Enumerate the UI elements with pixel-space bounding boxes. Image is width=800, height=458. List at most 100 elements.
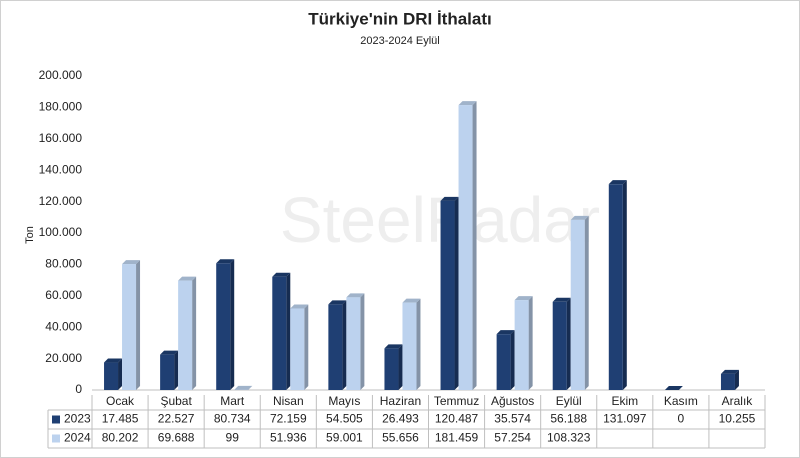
x-tick-label: Aralık: [722, 394, 754, 408]
x-tick-label: Ocak: [106, 394, 135, 408]
bar-top: [122, 260, 141, 265]
bar-top: [384, 344, 403, 349]
bar-top: [496, 330, 515, 335]
bar-top: [440, 196, 459, 201]
x-tick-label: Ekim: [611, 394, 638, 408]
table-cell: 10.255: [719, 412, 756, 426]
bar: [290, 308, 305, 390]
bar: [104, 362, 119, 390]
bar-side: [304, 304, 309, 390]
bar: [496, 334, 511, 390]
y-tick-label: 40.000: [45, 319, 82, 333]
bar-side: [528, 296, 533, 390]
bar-side: [136, 260, 141, 390]
y-tick-label: 140.000: [39, 162, 83, 176]
x-tick-label: Eylül: [556, 394, 582, 408]
bar-side: [286, 272, 291, 390]
chart-title: Türkiye'nin DRI İthalatı: [308, 9, 492, 28]
x-tick-label: Mayıs: [328, 394, 360, 408]
bar: [216, 263, 231, 390]
bar-side: [454, 196, 459, 390]
legend-swatch: [52, 434, 60, 443]
table-cell: 57.254: [494, 431, 531, 445]
table-cell: 26.493: [382, 412, 419, 426]
y-tick-label: 0: [75, 382, 82, 396]
bar-top: [402, 298, 421, 303]
bar-side: [416, 298, 421, 390]
y-tick-label: 120.000: [39, 194, 83, 208]
bar: [384, 348, 399, 390]
bar-top: [104, 358, 123, 363]
bar-top: [608, 180, 627, 185]
table-cell: 72.159: [270, 412, 307, 426]
watermark: SteelRadar: [280, 184, 600, 256]
y-tick-label: 160.000: [39, 131, 83, 145]
bar: [328, 304, 343, 390]
legend-label: 2024: [64, 431, 91, 445]
bar-top: [328, 300, 347, 305]
bar-top: [664, 386, 683, 390]
y-tick-label: 100.000: [39, 225, 83, 239]
table-cell: 80.202: [102, 431, 139, 445]
table-cell: 51.936: [270, 431, 307, 445]
x-tick-label: Kasım: [664, 394, 698, 408]
bar-side: [248, 385, 253, 390]
bar-side: [230, 259, 235, 390]
bar: [440, 200, 455, 390]
table-cell: 181.459: [435, 431, 479, 445]
table-cell: 0: [678, 412, 685, 426]
bar-top: [552, 297, 571, 302]
y-tick-label: 80.000: [45, 257, 82, 271]
x-tick-label: Temmuz: [434, 394, 479, 408]
bar: [458, 105, 473, 390]
x-tick-label: Mart: [220, 394, 245, 408]
bar-side: [472, 101, 477, 390]
bar-top: [216, 259, 235, 264]
bar-side: [510, 330, 515, 390]
bar-top: [720, 369, 739, 374]
bar: [122, 264, 137, 390]
bar-side: [398, 344, 403, 390]
table-cell: 59.001: [326, 431, 363, 445]
x-tick-label: Nisan: [273, 394, 304, 408]
bar-side: [584, 215, 589, 390]
y-tick-label: 180.000: [39, 100, 83, 114]
y-tick-label: 20.000: [45, 351, 82, 365]
bar-side: [566, 297, 571, 390]
table-cell: 56.188: [550, 412, 587, 426]
table-cell: 17.485: [102, 412, 139, 426]
y-tick-label: 200.000: [39, 68, 83, 82]
legend-swatch: [52, 415, 60, 424]
bar-side: [118, 358, 123, 390]
bar: [402, 302, 417, 390]
bar: [570, 219, 585, 390]
table-cell: 131.097: [603, 412, 647, 426]
chart-subtitle: 2023-2024 Eylül: [360, 35, 440, 47]
table-cell: 108.323: [547, 431, 591, 445]
table-cell: 35.574: [494, 412, 531, 426]
table-cell: 55.656: [382, 431, 419, 445]
bar-top: [272, 272, 291, 277]
x-tick-label: Haziran: [380, 394, 421, 408]
y-tick-label: 60.000: [45, 288, 82, 302]
bar-top: [234, 385, 253, 390]
bar-top: [178, 276, 197, 281]
bar: [608, 184, 623, 390]
table-cell: 54.505: [326, 412, 363, 426]
table-cell: 69.688: [158, 431, 195, 445]
bar: [720, 373, 735, 390]
bar-side: [192, 276, 197, 390]
bar: [346, 297, 361, 390]
bar-side: [360, 293, 365, 390]
bar: [514, 300, 529, 390]
bar-top: [346, 293, 365, 298]
bar: [272, 276, 287, 390]
bar-top: [458, 101, 477, 106]
bar: [178, 280, 193, 390]
x-tick-label: Şubat: [160, 394, 192, 408]
bar-top: [570, 215, 589, 220]
legend-label: 2023: [64, 412, 91, 426]
bar-top: [514, 296, 533, 301]
table-cell: 120.487: [435, 412, 479, 426]
